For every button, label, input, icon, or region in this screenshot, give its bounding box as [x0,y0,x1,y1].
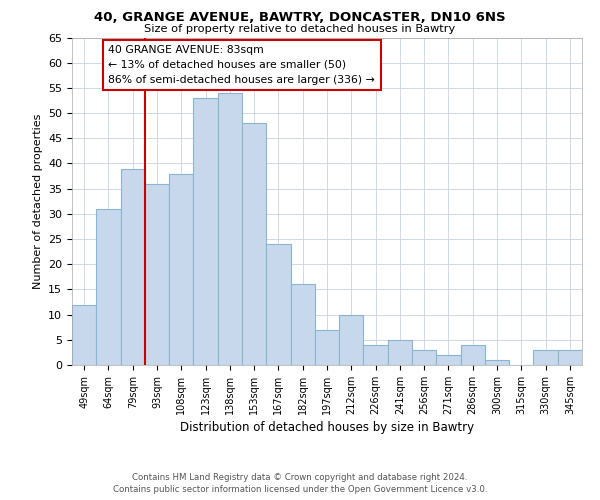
Text: 40 GRANGE AVENUE: 83sqm
← 13% of detached houses are smaller (50)
86% of semi-de: 40 GRANGE AVENUE: 83sqm ← 13% of detache… [109,45,375,84]
Bar [315,330,339,365]
Bar [388,340,412,365]
Bar [218,93,242,365]
Bar [96,209,121,365]
Bar [436,355,461,365]
Bar [339,314,364,365]
Bar [412,350,436,365]
Bar [364,345,388,365]
X-axis label: Distribution of detached houses by size in Bawtry: Distribution of detached houses by size … [180,421,474,434]
Bar [72,304,96,365]
Bar [533,350,558,365]
Bar [485,360,509,365]
Bar [461,345,485,365]
Bar [169,174,193,365]
Bar [266,244,290,365]
Bar [145,184,169,365]
Bar [193,98,218,365]
Text: 40, GRANGE AVENUE, BAWTRY, DONCASTER, DN10 6NS: 40, GRANGE AVENUE, BAWTRY, DONCASTER, DN… [94,11,506,24]
Y-axis label: Number of detached properties: Number of detached properties [32,114,43,289]
Bar [558,350,582,365]
Bar [242,123,266,365]
Bar [121,168,145,365]
Text: Contains HM Land Registry data © Crown copyright and database right 2024.
Contai: Contains HM Land Registry data © Crown c… [113,472,487,494]
Bar [290,284,315,365]
Text: Size of property relative to detached houses in Bawtry: Size of property relative to detached ho… [145,24,455,34]
